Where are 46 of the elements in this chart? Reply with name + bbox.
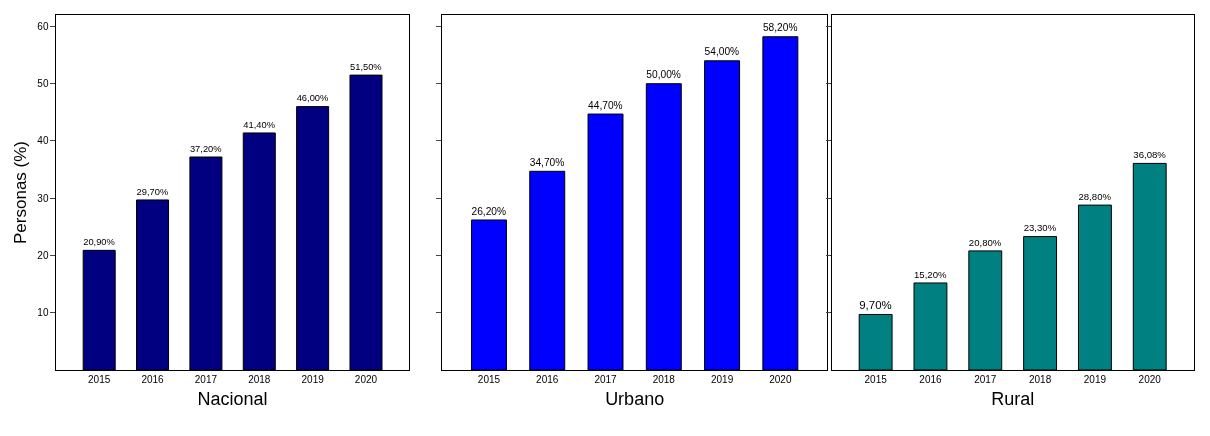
data-label: 23,30% — [1023, 222, 1057, 234]
x-tick-label: 2020 — [354, 374, 378, 385]
x-tick-label: 2016 — [141, 374, 165, 385]
x-tick-label: 2017 — [594, 374, 618, 385]
x-tick-label: 2019 — [301, 374, 325, 385]
y-tick-label: 10 — [37, 307, 49, 319]
data-label: 51,50% — [350, 61, 382, 72]
y-tick-label: 20 — [37, 249, 49, 261]
data-label: 41,40% — [243, 119, 275, 130]
data-label: 58,20% — [762, 22, 798, 34]
x-tick-label: 2018 — [1028, 374, 1052, 385]
x-axis-title: Rural — [991, 389, 1035, 410]
x-tick-label: 2015 — [88, 374, 111, 385]
data-label: 54,00% — [704, 46, 740, 58]
x-tick-label: 2016 — [536, 374, 559, 385]
y-axis-title: Personas (%) — [10, 141, 30, 244]
data-label: 20,90% — [83, 237, 115, 248]
y-tick-label: 60 — [37, 20, 49, 32]
data-label: 44,70% — [588, 99, 623, 111]
x-axis-title: Urbano — [605, 389, 665, 410]
y-tick-label: 30 — [37, 192, 49, 204]
y-tick-label: 50 — [37, 78, 49, 90]
x-tick-label: 2015 — [864, 374, 888, 385]
data-label: 9,70% — [859, 298, 892, 311]
x-tick-label: 2016 — [919, 374, 943, 385]
data-label: 50,00% — [646, 69, 681, 81]
x-axis-title: Nacional — [197, 389, 268, 410]
x-tick-label: 2018 — [652, 374, 676, 385]
x-tick-label: 2019 — [1083, 374, 1107, 385]
data-label: 28,80% — [1078, 190, 1112, 202]
x-tick-label: 2020 — [1138, 374, 1162, 385]
data-label: 36,08% — [1133, 149, 1167, 161]
data-label: 29,70% — [136, 186, 169, 197]
data-label: 15,20% — [914, 268, 948, 280]
x-tick-label: 2020 — [769, 374, 792, 385]
y-tick-label: 40 — [37, 135, 49, 147]
data-label: 34,70% — [529, 156, 565, 168]
x-tick-label: 2018 — [248, 374, 271, 385]
x-tick-label: 2019 — [710, 374, 734, 385]
data-label: 37,20% — [189, 143, 222, 154]
data-label: 46,00% — [296, 93, 329, 104]
x-tick-label: 2017 — [194, 374, 218, 385]
data-label: 20,80% — [968, 236, 1002, 248]
data-label: 26,20% — [471, 205, 507, 217]
x-tick-label: 2017 — [974, 374, 997, 385]
x-tick-label: 2015 — [477, 374, 501, 385]
